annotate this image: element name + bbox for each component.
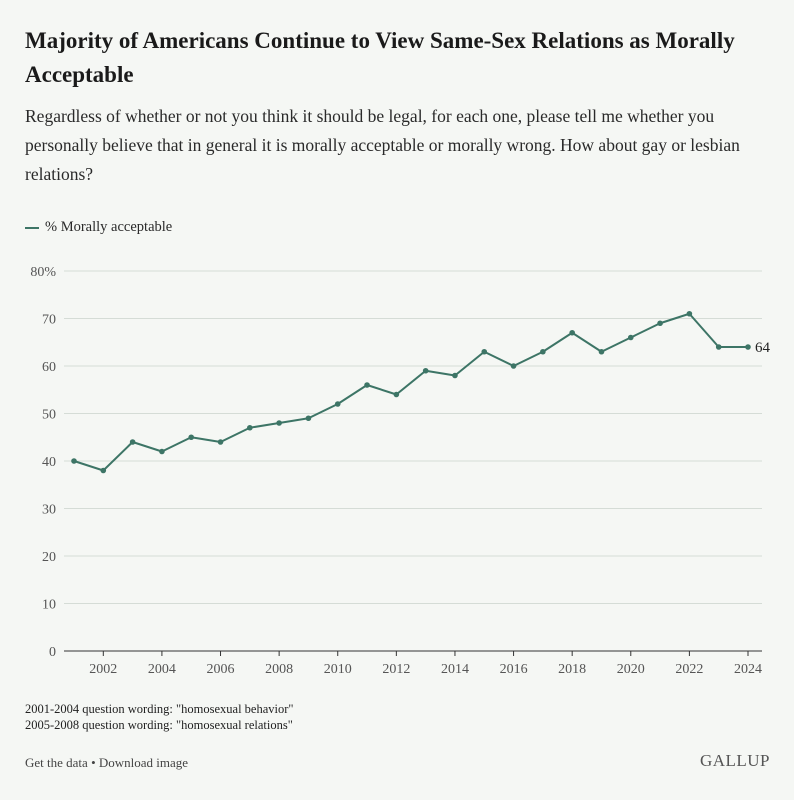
- end-value-label: 64: [755, 340, 771, 356]
- y-tick-label: 10: [42, 598, 56, 613]
- x-tick-label: 2018: [558, 662, 586, 677]
- footer-links: Get the data • Download image: [25, 755, 188, 771]
- data-point: [422, 367, 429, 374]
- data-point: [71, 458, 77, 464]
- data-point: [247, 424, 253, 431]
- y-tick-label: 0: [49, 645, 56, 660]
- get-data-link[interactable]: Get the data: [25, 755, 88, 770]
- data-point: [598, 348, 605, 355]
- data-point: [657, 320, 663, 327]
- data-point: [452, 372, 458, 379]
- legend: % Morally acceptable: [25, 219, 172, 236]
- data-point: [715, 344, 722, 350]
- data-point: [364, 382, 370, 388]
- data-point: [100, 467, 107, 474]
- x-tick-label: 2010: [324, 662, 352, 677]
- data-point: [305, 415, 312, 422]
- x-tick-label: 2020: [617, 662, 645, 677]
- y-tick-label: 70: [42, 313, 56, 328]
- data-point: [393, 391, 400, 398]
- download-image-link[interactable]: Download image: [98, 755, 189, 770]
- y-tick-label: 60: [42, 360, 56, 375]
- y-tick-label: 20: [42, 550, 56, 565]
- data-point: [686, 310, 693, 317]
- y-tick-label: 40: [42, 455, 56, 470]
- data-point: [540, 348, 546, 355]
- data-point: [745, 344, 751, 350]
- x-tick-label: 2004: [148, 662, 176, 677]
- note-line: 2001-2004 question wording: "homosexual …: [25, 702, 294, 716]
- data-point: [159, 448, 165, 455]
- data-point: [627, 334, 634, 341]
- y-tick-label: 50: [42, 408, 56, 423]
- x-tick-label: 2006: [207, 662, 235, 677]
- gallup-logo: GALLUP: [699, 751, 770, 770]
- x-tick-label: 2012: [382, 662, 410, 677]
- chart-subtitle: Regardless of whether or not you think i…: [25, 106, 740, 184]
- data-point: [481, 348, 488, 355]
- x-tick-label: 2022: [675, 662, 703, 677]
- chart-title: Majority of Americans Continue to View S…: [25, 28, 735, 87]
- legend-label: % Morally acceptable: [45, 219, 173, 235]
- y-tick-label: 30: [42, 503, 56, 518]
- footer-separator: •: [87, 755, 99, 770]
- x-tick-label: 2008: [265, 662, 293, 677]
- data-point: [217, 439, 224, 445]
- data-point: [129, 439, 136, 445]
- x-tick-label: 2014: [441, 662, 469, 677]
- note-line: 2005-2008 question wording: "homosexual …: [25, 718, 293, 732]
- x-tick-label: 2024: [734, 662, 762, 677]
- data-point: [334, 401, 341, 407]
- data-point: [276, 420, 282, 426]
- x-tick-label: 2016: [500, 662, 528, 677]
- data-point: [188, 434, 195, 441]
- series-line: [73, 312, 748, 472]
- legend-swatch: [25, 226, 39, 229]
- wording-notes: 2001-2004 question wording: "homosexual …: [25, 701, 294, 733]
- data-point: [510, 363, 517, 369]
- y-tick-label: 80%: [30, 265, 56, 280]
- data-point: [569, 329, 575, 336]
- x-tick-label: 2002: [89, 662, 117, 677]
